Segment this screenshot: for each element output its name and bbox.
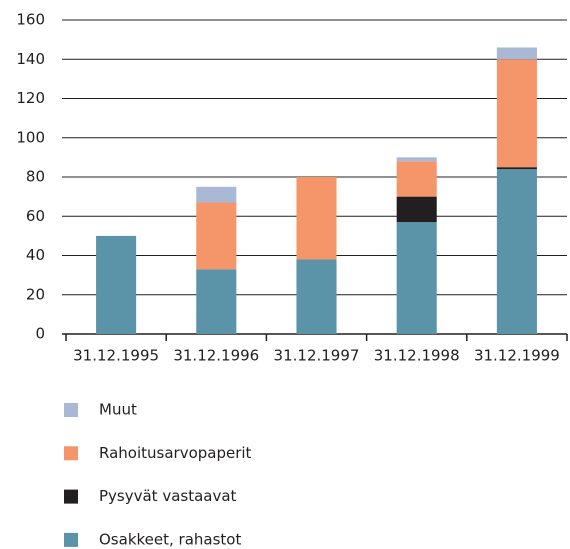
legend-label: Pysyvät vastaavat [99, 487, 237, 505]
y-tick-label: 40 [26, 246, 45, 264]
bar-segment [96, 235, 137, 334]
bar-segment [196, 269, 237, 334]
y-tick-label: 140 [16, 50, 45, 68]
bar-segment [196, 186, 237, 203]
y-tick-label: 80 [26, 168, 45, 186]
bar-segment [496, 169, 537, 334]
x-tick-label: 31.12.1995 [73, 347, 159, 365]
bar-segment [396, 157, 437, 162]
x-tick-label: 31.12.1997 [274, 347, 360, 365]
legend-label: Rahoitusarvopaperit [99, 444, 252, 462]
bar-segment [296, 177, 337, 260]
legend-swatch [64, 532, 78, 547]
bar-segment [396, 222, 437, 334]
legend-swatch [64, 446, 78, 461]
legend-label: Osakkeet, rahastot [99, 530, 241, 548]
y-tick-label: 100 [16, 128, 45, 146]
y-tick-label: 0 [35, 325, 45, 343]
bar-segment [396, 196, 437, 223]
x-tick-label: 31.12.1998 [374, 347, 460, 365]
y-tick-label: 120 [16, 89, 45, 107]
x-tick-label: 31.12.1996 [173, 347, 259, 365]
x-tick-label: 31.12.1999 [474, 347, 560, 365]
legend-swatch [64, 403, 78, 417]
bar-segment [296, 259, 337, 334]
y-tick-label: 160 [16, 11, 45, 29]
legend-label: Muut [99, 401, 137, 419]
y-tick-label: 20 [26, 285, 45, 303]
bar-segment [396, 161, 437, 197]
y-tick-label: 60 [26, 207, 45, 225]
bar-segment [496, 59, 537, 168]
legend-swatch [64, 489, 78, 504]
bar-segment [196, 202, 237, 270]
bar-segment [496, 167, 537, 170]
bar-segment [496, 47, 537, 60]
